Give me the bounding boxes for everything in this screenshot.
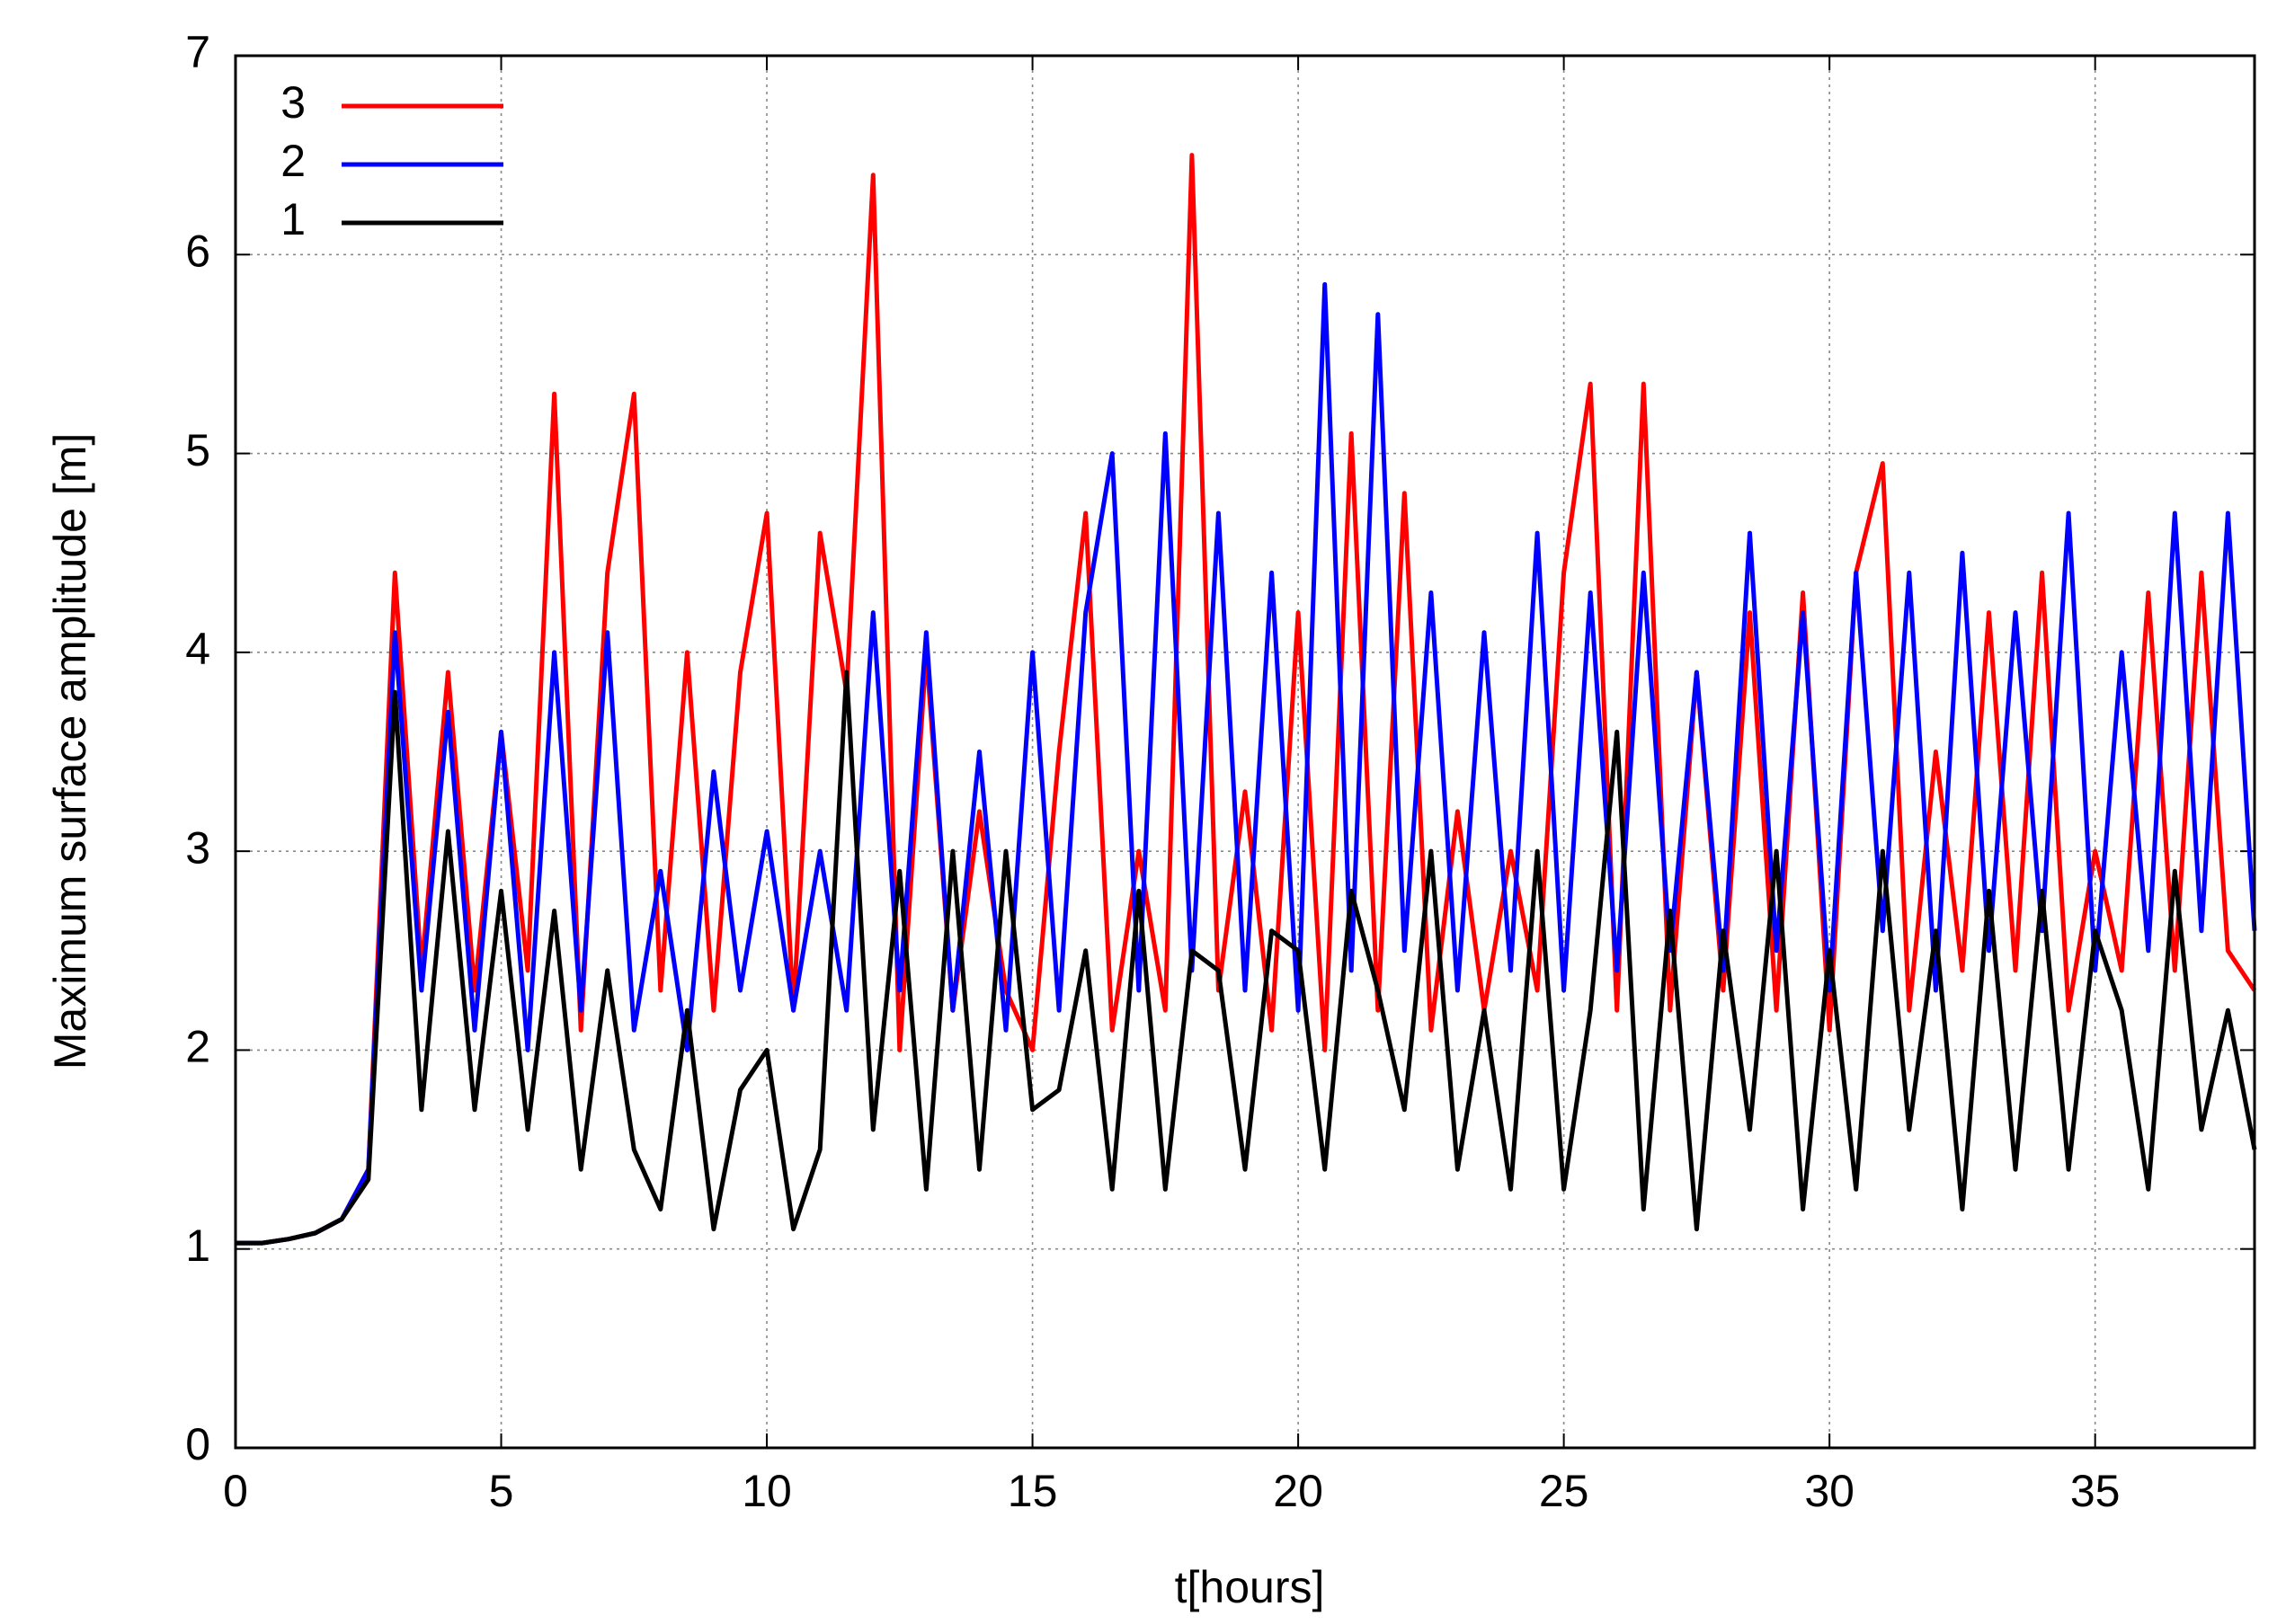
x-tick-label: 35 <box>2070 1466 2121 1516</box>
legend-label: 3 <box>280 77 306 128</box>
y-tick-label: 7 <box>185 27 210 77</box>
plot-frame <box>234 54 2256 1450</box>
data-line <box>236 282 2257 1246</box>
legend-label: 1 <box>280 194 306 244</box>
x-tick-label: 15 <box>1008 1466 1058 1516</box>
x-tick-label: 20 <box>1273 1466 1323 1516</box>
y-tick-label: 3 <box>185 822 210 873</box>
y-tick-label: 5 <box>185 425 210 475</box>
x-tick-label: 25 <box>1539 1466 1589 1516</box>
y-tick-label: 6 <box>185 226 210 276</box>
x-tick-label: 5 <box>489 1466 514 1516</box>
x-tick-label: 0 <box>223 1466 248 1516</box>
y-tick-label: 2 <box>185 1022 210 1072</box>
data-line <box>236 670 2257 1246</box>
x-tick-label: 10 <box>742 1466 792 1516</box>
y-tick-label: 1 <box>185 1220 210 1271</box>
data-line <box>236 153 2257 1246</box>
y-axis-label: Maximum surface amplitude [m] <box>45 433 95 1070</box>
y-tick-label: 4 <box>185 624 210 674</box>
legend-label: 2 <box>280 136 306 186</box>
x-axis-label: t[hours] <box>1175 1562 1325 1612</box>
y-tick-label: 0 <box>185 1419 210 1469</box>
x-tick-label: 30 <box>1804 1466 1855 1516</box>
